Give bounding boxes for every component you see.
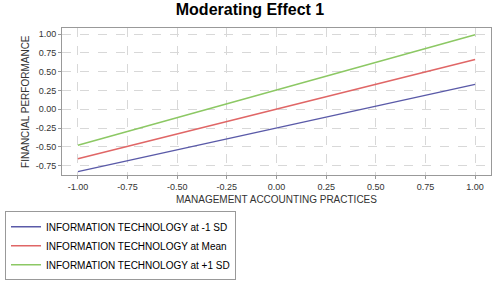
- svg-text:-0.75: -0.75: [117, 182, 138, 192]
- svg-text:FINANCIAL PERFORMANCE: FINANCIAL PERFORMANCE: [20, 35, 31, 168]
- svg-text:-0.25: -0.25: [217, 182, 238, 192]
- svg-text:0.50: 0.50: [367, 182, 385, 192]
- svg-text:0.75: 0.75: [39, 48, 57, 58]
- svg-text:MANAGEMENT ACCOUNTING PRACTICE: MANAGEMENT ACCOUNTING PRACTICES: [176, 194, 377, 205]
- svg-text:INFORMATION TECHNOLOGY at Mean: INFORMATION TECHNOLOGY at Mean: [46, 241, 227, 252]
- svg-text:0.25: 0.25: [39, 86, 57, 96]
- svg-text:Moderating Effect 1: Moderating Effect 1: [176, 1, 325, 18]
- svg-text:1.00: 1.00: [39, 29, 57, 39]
- svg-text:-1.00: -1.00: [68, 182, 89, 192]
- svg-text:1.00: 1.00: [466, 182, 484, 192]
- svg-text:INFORMATION TECHNOLOGY at -1 S: INFORMATION TECHNOLOGY at -1 SD: [46, 222, 227, 233]
- svg-text:-0.25: -0.25: [36, 123, 57, 133]
- svg-text:0.00: 0.00: [268, 182, 286, 192]
- svg-text:0.25: 0.25: [317, 182, 335, 192]
- svg-text:-0.50: -0.50: [36, 142, 57, 152]
- svg-text:-0.75: -0.75: [36, 161, 57, 171]
- svg-text:0.75: 0.75: [417, 182, 435, 192]
- svg-text:0.00: 0.00: [39, 104, 57, 114]
- svg-text:-0.50: -0.50: [167, 182, 188, 192]
- svg-text:INFORMATION TECHNOLOGY at +1 S: INFORMATION TECHNOLOGY at +1 SD: [46, 260, 230, 271]
- svg-text:0.50: 0.50: [39, 67, 57, 77]
